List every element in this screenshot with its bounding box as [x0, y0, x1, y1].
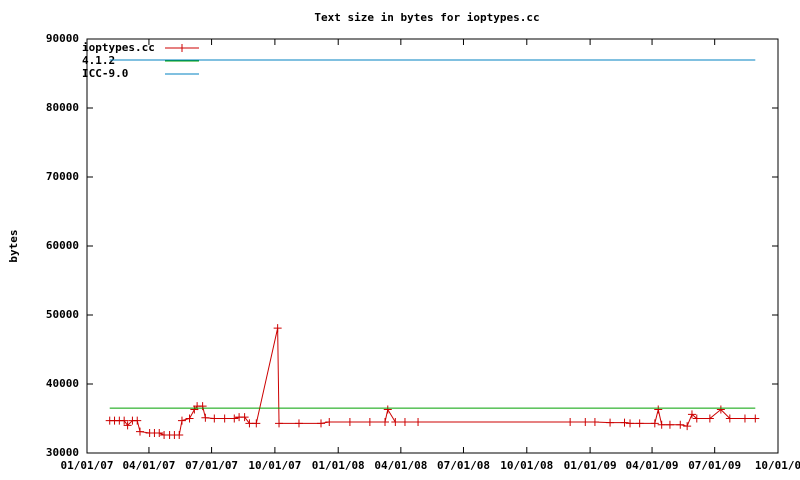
- legend-label: 4.1.2: [82, 54, 115, 67]
- point-marker: [317, 419, 326, 428]
- y-tick-label: 70000: [46, 170, 79, 183]
- point-marker: [566, 417, 575, 426]
- point-marker: [275, 419, 284, 428]
- point-marker: [687, 410, 696, 419]
- x-tick-label: 01/01/07: [61, 459, 114, 472]
- x-tick-label: 07/01/07: [185, 459, 238, 472]
- point-marker: [123, 421, 132, 430]
- point-marker: [135, 427, 144, 436]
- point-marker: [273, 324, 282, 333]
- point-marker: [414, 417, 423, 426]
- plot-frame: [86, 38, 779, 454]
- point-marker: [581, 417, 590, 426]
- legend-label: ioptypes.cc: [82, 41, 155, 54]
- point-marker: [383, 405, 392, 414]
- point-marker: [120, 416, 129, 425]
- point-marker: [650, 419, 659, 428]
- point-marker: [683, 422, 692, 431]
- point-marker: [245, 419, 254, 428]
- point-marker: [590, 417, 599, 426]
- point-marker: [177, 416, 186, 425]
- point-marker: [665, 420, 674, 429]
- point-marker: [692, 414, 701, 423]
- point-marker: [345, 417, 354, 426]
- point-marker: [391, 417, 400, 426]
- point-marker: [201, 413, 210, 422]
- point-marker: [210, 414, 219, 423]
- point-marker: [716, 405, 725, 414]
- point-marker: [185, 414, 194, 423]
- x-tick-label: 10/01/08: [500, 459, 553, 472]
- y-tick-label: 50000: [46, 308, 79, 321]
- y-tick-label: 80000: [46, 101, 79, 114]
- y-axis-label: bytes: [7, 229, 20, 262]
- point-marker: [676, 420, 685, 429]
- legend-marker: [178, 44, 186, 52]
- point-marker: [155, 428, 164, 437]
- x-tick-label: 04/01/09: [626, 459, 679, 472]
- point-marker: [657, 420, 666, 429]
- y-tick-label: 90000: [46, 32, 79, 45]
- legend-label: ICC-9.0: [82, 67, 128, 80]
- point-marker: [635, 419, 644, 428]
- point-marker: [400, 417, 409, 426]
- y-tick-label: 30000: [46, 446, 79, 459]
- point-marker: [725, 414, 734, 423]
- point-marker: [220, 414, 229, 423]
- x-tick-label: 10/01/0: [755, 459, 800, 472]
- x-tick-label: 04/01/08: [374, 459, 427, 472]
- point-marker: [252, 419, 261, 428]
- x-tick-label: 10/01/07: [248, 459, 301, 472]
- x-tick-label: 07/01/08: [437, 459, 490, 472]
- point-marker: [740, 414, 749, 423]
- x-tick-label: 07/01/09: [688, 459, 741, 472]
- point-marker: [133, 416, 142, 425]
- point-marker: [620, 418, 629, 427]
- series-line: [109, 328, 756, 436]
- point-marker: [654, 405, 663, 414]
- y-tick-label: 60000: [46, 239, 79, 252]
- point-marker: [240, 413, 249, 422]
- chart-title: Text size in bytes for ioptypes.cc: [314, 11, 539, 24]
- point-marker: [626, 419, 635, 428]
- x-tick-label: 01/01/08: [312, 459, 365, 472]
- point-marker: [325, 417, 334, 426]
- x-tick-label: 01/01/09: [564, 459, 617, 472]
- point-marker: [198, 402, 207, 411]
- point-marker: [751, 414, 760, 423]
- point-marker: [606, 418, 615, 427]
- point-marker: [175, 431, 184, 440]
- y-tick-label: 40000: [46, 377, 79, 390]
- point-marker: [230, 414, 239, 423]
- point-marker: [705, 414, 714, 423]
- x-tick-label: 04/01/07: [122, 459, 175, 472]
- point-marker: [294, 419, 303, 428]
- point-marker: [381, 417, 390, 426]
- point-marker: [365, 417, 374, 426]
